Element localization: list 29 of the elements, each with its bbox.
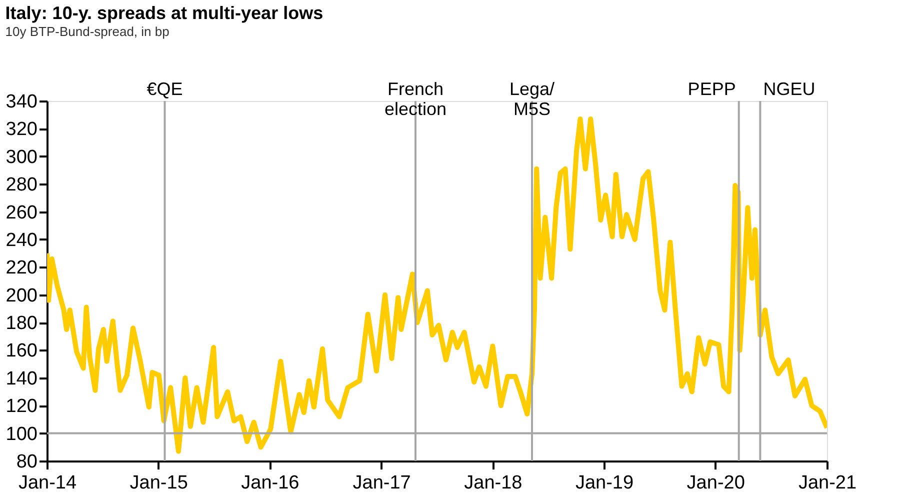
ref-line-label: Lega/ M5S <box>510 79 555 119</box>
ref-line-label: French election <box>384 79 447 119</box>
y-tick-label: 220 <box>6 258 38 279</box>
y-tick-label: 140 <box>6 368 38 390</box>
y-tick-label: 340 <box>6 92 38 112</box>
x-tick-label: Jan-16 <box>241 472 300 493</box>
x-tick-label: Jan-20 <box>686 472 745 493</box>
chart-title: Italy: 10-y. spreads at multi-year lows <box>5 3 324 23</box>
x-tick-label: Jan-17 <box>352 472 411 493</box>
x-tick-label: Jan-19 <box>575 472 634 493</box>
x-tick-label: Jan-15 <box>130 472 188 493</box>
y-tick-label: 180 <box>6 313 38 334</box>
ref-line-label: NGEU <box>763 79 816 99</box>
y-tick-label: 100 <box>6 424 38 445</box>
y-tick-label: 280 <box>6 174 38 196</box>
ref-line-label: PEPP <box>688 79 736 99</box>
y-tick-label: 160 <box>6 340 38 362</box>
y-tick-label: 120 <box>6 396 38 418</box>
y-tick-label: 240 <box>6 230 38 251</box>
y-tick-label: 320 <box>6 119 38 140</box>
x-tick-label: Jan-21 <box>798 472 857 493</box>
ref-line-label: €QE <box>146 79 183 99</box>
x-tick-label: Jan-14 <box>18 472 77 493</box>
x-tick-label: Jan-18 <box>464 472 522 493</box>
y-tick-label: 80 <box>16 452 38 472</box>
chart-subtitle: 10y BTP-Bund-spread, in bp <box>5 24 170 39</box>
y-tick-label: 260 <box>6 202 38 224</box>
y-tick-label: 200 <box>6 285 38 306</box>
y-tick-label: 300 <box>6 146 38 168</box>
